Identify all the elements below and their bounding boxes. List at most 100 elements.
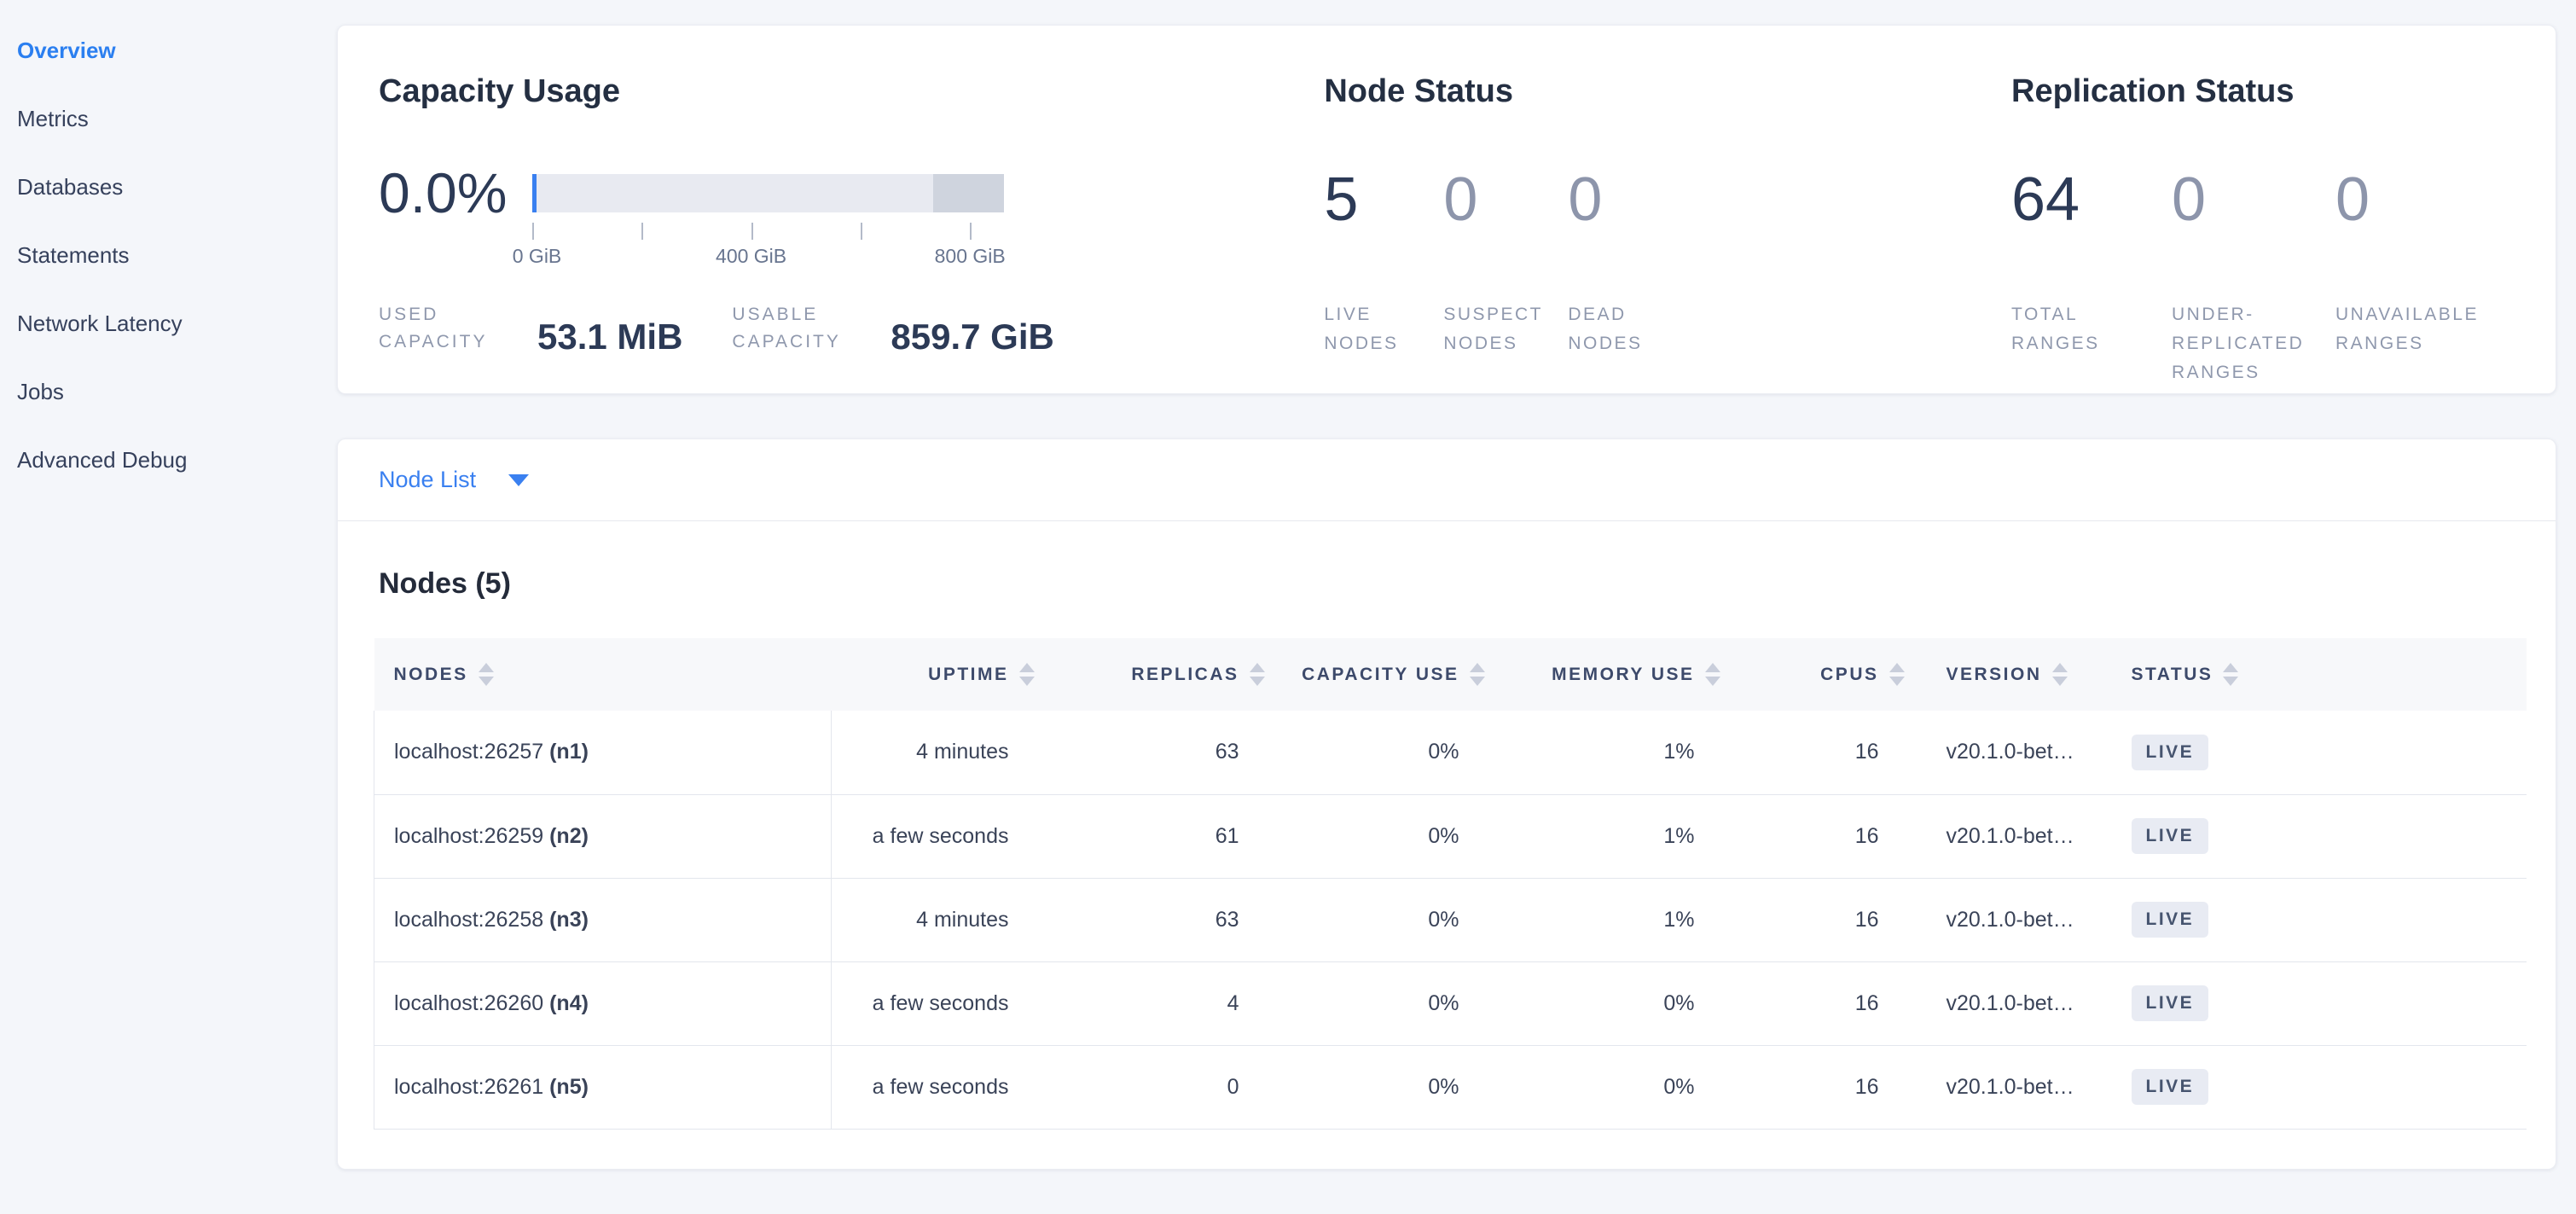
axis-tick [751,223,753,240]
dead-nodes-value: 0 [1568,166,1603,234]
sort-icon[interactable] [1888,663,1905,686]
column-header-cpus[interactable]: CPUS [1728,638,1913,711]
status-badge: LIVE [2131,818,2209,854]
table-row-n1[interactable]: localhost:26257 (n1) 4 minutes 63 0% 1% … [374,711,2527,795]
sidebar: Overview Metrics Databases Statements Ne… [0,25,337,502]
replication-status-title: Replication Status [2011,73,2295,109]
column-header-version[interactable]: VERSION [1912,638,2084,711]
used-capacity-label: USED CAPACITY [379,305,488,351]
node-version: v20.1.0-bet… [1912,711,2084,795]
capacity-bar-unusable-segment [933,174,1004,212]
sort-icon[interactable] [1249,663,1265,686]
node-capacity-use: 0% [1273,794,1494,879]
under-replicated-ranges-value: 0 [2172,166,2207,234]
total-ranges-value: 64 [2011,166,2080,234]
node-memory-use: 1% [1493,878,1729,962]
axis-tick [641,223,644,240]
node-uptime: a few seconds [831,794,1043,879]
axis-tick [970,223,972,240]
axis-label-0gib: 0 GiB [512,245,562,267]
sort-icon[interactable] [1469,663,1485,686]
node-list-card: Node List Nodes (5) NODES UPTIME R [337,439,2556,1170]
sort-icon[interactable] [2223,663,2239,686]
axis-tick [532,223,534,240]
node-memory-use: 1% [1493,711,1729,795]
sort-icon[interactable] [1704,663,1720,686]
capacity-bar-track [532,174,1004,212]
suspect-nodes-label: SUSPECT NODES [1443,305,1543,353]
table-row-n4[interactable]: localhost:26260 (n4) a few seconds 4 0% … [374,961,2527,1046]
under-replicated-ranges-label: UNDER-REPLICATED RANGES [2172,305,2305,382]
unavailable-ranges-metric: 0 UNAVAILABLE RANGES [2335,167,2515,387]
node-replicas: 4 [1042,961,1273,1046]
sort-icon[interactable] [478,663,494,686]
suspect-nodes-metric: 0 SUSPECT NODES [1443,167,1568,358]
usable-capacity-label: USABLE CAPACITY [732,305,841,351]
node-cpus: 16 [1728,961,1913,1046]
sidebar-item-databases[interactable]: Databases [17,174,124,200]
capacity-usage-title: Capacity Usage [379,73,621,109]
sidebar-item-overview[interactable]: Overview [17,38,116,63]
column-header-memory-use[interactable]: MEMORY USE [1493,638,1729,711]
status-badge: LIVE [2131,734,2209,770]
node-version: v20.1.0-bet… [1912,1045,2084,1130]
table-row-n2[interactable]: localhost:26259 (n2) a few seconds 61 0%… [374,794,2527,879]
column-header-replicas[interactable]: REPLICAS [1042,638,1273,711]
replication-metrics: 64 TOTAL RANGES 0 UNDER-REPLICATED RANGE… [2011,167,2515,387]
usable-capacity-value: 859.7 GiB [891,317,1054,357]
nodes-table: NODES UPTIME REPLICAS CAPACITY USE MEMOR… [374,638,2527,1130]
sort-icon[interactable] [1018,663,1035,686]
sort-icon[interactable] [2051,663,2068,686]
capacity-usage-section: Capacity Usage 0.0% 0 GiB 400 GiB 800 Gi… [379,72,1324,393]
usable-capacity-metric: USABLE CAPACITY 859.7 GiB [732,301,1053,356]
used-capacity-metric: USED CAPACITY 53.1 MiB [379,301,682,356]
node-capacity-use: 0% [1273,1045,1494,1130]
nodes-count-title: Nodes (5) [379,567,511,600]
column-header-nodes[interactable]: NODES [374,638,832,711]
sidebar-item-metrics[interactable]: Metrics [17,106,89,131]
node-address[interactable]: localhost:26260 (n4) [374,961,832,1046]
under-replicated-ranges-metric: 0 UNDER-REPLICATED RANGES [2172,167,2335,387]
node-status-title: Node Status [1324,73,1514,109]
node-uptime: a few seconds [831,961,1043,1046]
sidebar-item-network-latency[interactable]: Network Latency [17,311,183,336]
sidebar-item-statements[interactable]: Statements [17,242,130,268]
status-badge: LIVE [2131,985,2209,1021]
node-cpus: 16 [1728,794,1913,879]
node-address[interactable]: localhost:26261 (n5) [374,1045,832,1130]
table-row-n5[interactable]: localhost:26261 (n5) a few seconds 0 0% … [374,1045,2527,1130]
capacity-metrics: USED CAPACITY 53.1 MiB USABLE CAPACITY 8… [379,301,1324,356]
node-cpus: 16 [1728,878,1913,962]
unavailable-ranges-label: UNAVAILABLE RANGES [2335,305,2479,353]
node-list-dropdown[interactable]: Node List [338,439,2556,521]
table-row-n3[interactable]: localhost:26258 (n3) 4 minutes 63 0% 1% … [374,878,2527,962]
node-uptime: a few seconds [831,1045,1043,1130]
status-badge: LIVE [2131,1069,2209,1105]
node-address[interactable]: localhost:26258 (n3) [374,878,832,962]
column-header-status[interactable]: STATUS [2083,638,2527,711]
dead-nodes-label: DEAD NODES [1568,305,1643,353]
table-header-row: NODES UPTIME REPLICAS CAPACITY USE MEMOR… [374,638,2527,711]
capacity-percent-value: 0.0% [379,161,508,224]
node-cpus: 16 [1728,711,1913,795]
node-version: v20.1.0-bet… [1912,878,2084,962]
column-header-capacity-use[interactable]: CAPACITY USE [1273,638,1494,711]
node-capacity-use: 0% [1273,961,1494,1046]
sidebar-item-advanced-debug[interactable]: Advanced Debug [17,447,188,473]
node-replicas: 63 [1042,711,1273,795]
capacity-gauge-row: 0.0% 0 GiB 400 GiB 800 GiB [379,165,1324,267]
capacity-gauge: 0 GiB 400 GiB 800 GiB [513,165,1006,267]
total-ranges-label: TOTAL RANGES [2011,305,2100,353]
cluster-summary-card: Capacity Usage 0.0% 0 GiB 400 GiB 800 Gi… [337,25,2556,394]
node-version: v20.1.0-bet… [1912,794,2084,879]
node-address[interactable]: localhost:26257 (n1) [374,711,832,795]
node-status-metrics: 5 LIVE NODES 0 SUSPECT NODES 0 DEAD NODE… [1324,167,2011,358]
column-header-uptime[interactable]: UPTIME [831,638,1043,711]
node-capacity-use: 0% [1273,878,1494,962]
axis-label-800gib: 800 GiB [934,245,1006,267]
axis-label-400gib: 400 GiB [716,245,787,267]
node-uptime: 4 minutes [831,711,1043,795]
node-address[interactable]: localhost:26259 (n2) [374,794,832,879]
live-nodes-value: 5 [1324,166,1359,234]
sidebar-item-jobs[interactable]: Jobs [17,379,64,404]
